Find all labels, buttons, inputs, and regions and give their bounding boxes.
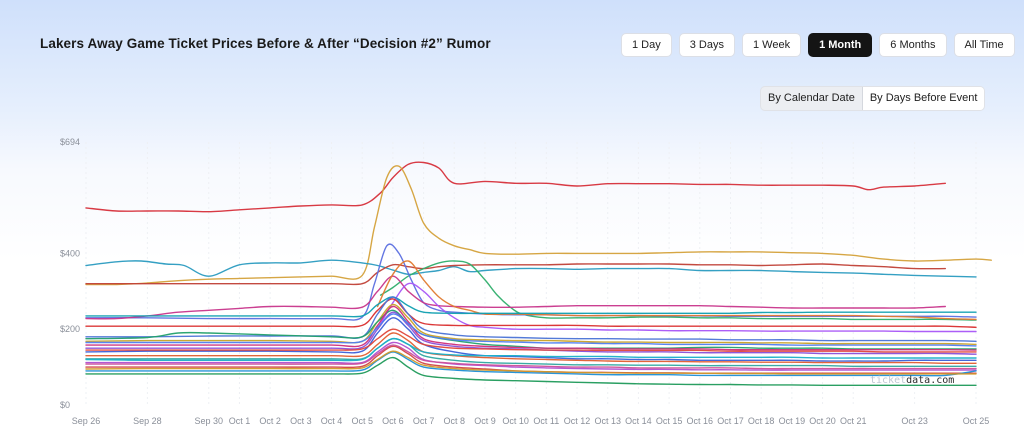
watermark: ticketdata.com xyxy=(870,375,954,386)
series-line-3 xyxy=(85,259,977,278)
x-tick-label: Oct 11 xyxy=(533,416,559,426)
x-tick-label: Oct 12 xyxy=(564,416,591,426)
series-line-27 xyxy=(85,313,977,347)
watermark-faded-text: ticket xyxy=(870,375,907,386)
y-tick-label: $200 xyxy=(60,324,80,334)
series-line-15 xyxy=(85,305,977,351)
series-line-9 xyxy=(376,282,977,333)
watermark-text: data.com xyxy=(906,375,955,386)
grid-layer xyxy=(85,142,977,405)
axis-layer: Sep 26 Sep 28 Sep 30 Oct 1 Oct 2 Oct 3 Oct 4 Oc… xyxy=(60,137,989,426)
x-tick-label: Sep 26 xyxy=(72,416,101,426)
time-range-selector: 1 Day 3 Days 1 Week 1 Month 6 Months All… xyxy=(621,33,1015,57)
x-tick-label: Oct 9 xyxy=(474,416,496,426)
series-line-4 xyxy=(85,263,946,286)
x-tick-label: Oct 25 xyxy=(963,416,990,426)
range-1-month-button[interactable]: 1 Month xyxy=(808,33,873,57)
mode-divider xyxy=(861,87,863,110)
x-tick-label: Oct 13 xyxy=(594,416,621,426)
range-all-time-button[interactable]: All Time xyxy=(953,33,1015,57)
y-tick-label: $0 xyxy=(60,400,70,410)
x-tick-label: Oct 1 xyxy=(229,416,251,426)
x-tick-label: Oct 17 xyxy=(717,416,744,426)
series-line-25 xyxy=(85,328,977,353)
x-tick-label: Oct 4 xyxy=(321,416,343,426)
x-tick-label: Oct 8 xyxy=(444,416,466,426)
x-tick-label: Oct 7 xyxy=(413,416,435,426)
range-6-months-button[interactable]: 6 Months xyxy=(879,33,947,57)
chart-title: Lakers Away Game Ticket Prices Before & … xyxy=(40,36,491,51)
series-line-2 xyxy=(85,165,992,286)
x-tick-label: Oct 15 xyxy=(656,416,683,426)
y-tick-label: $694 xyxy=(60,137,80,147)
series-line-26 xyxy=(85,337,977,362)
series-line-21 xyxy=(85,351,977,377)
x-tick-label: Oct 14 xyxy=(625,416,652,426)
by-days-before-event-button[interactable]: By Days Before Event xyxy=(862,87,985,110)
range-1-day-button[interactable]: 1 Day xyxy=(621,33,672,57)
x-tick-label: Oct 21 xyxy=(840,416,867,426)
x-tick-label: Oct 20 xyxy=(809,416,836,426)
series-line-7 xyxy=(85,275,946,320)
x-tick-label: Oct 6 xyxy=(382,416,404,426)
series-layer xyxy=(85,161,992,387)
series-line-16 xyxy=(85,317,977,362)
series-line-28 xyxy=(85,344,977,370)
series-line-23 xyxy=(85,350,977,375)
series-line-17 xyxy=(85,332,977,365)
x-tick-label: Sep 28 xyxy=(133,416,162,426)
x-tick-label: Oct 16 xyxy=(687,416,714,426)
x-tick-label: Sep 30 xyxy=(194,416,223,426)
range-3-days-button[interactable]: 3 Days xyxy=(678,33,735,57)
x-tick-label: Oct 23 xyxy=(901,416,928,426)
x-axis-mode-toggle: By Calendar Date By Days Before Event xyxy=(760,86,986,111)
series-line-8 xyxy=(376,260,977,321)
y-tick-label: $400 xyxy=(60,248,80,258)
series-line-11 xyxy=(85,296,977,318)
series-line-5 xyxy=(379,260,977,321)
x-tick-label: Oct 3 xyxy=(290,416,312,426)
series-line-1 xyxy=(85,161,946,213)
series-line-22 xyxy=(85,356,977,387)
by-calendar-date-button[interactable]: By Calendar Date xyxy=(768,92,855,104)
series-line-19 xyxy=(85,341,977,371)
series-line-10 xyxy=(85,298,977,328)
x-tick-label: Oct 5 xyxy=(351,416,373,426)
x-tick-label: Oct 10 xyxy=(502,416,529,426)
x-tick-label: Oct 19 xyxy=(779,416,806,426)
series-line-18 xyxy=(85,337,977,368)
x-tick-label: Oct 2 xyxy=(259,416,281,426)
range-1-week-button[interactable]: 1 Week xyxy=(742,33,802,57)
x-tick-label: Oct 18 xyxy=(748,416,775,426)
